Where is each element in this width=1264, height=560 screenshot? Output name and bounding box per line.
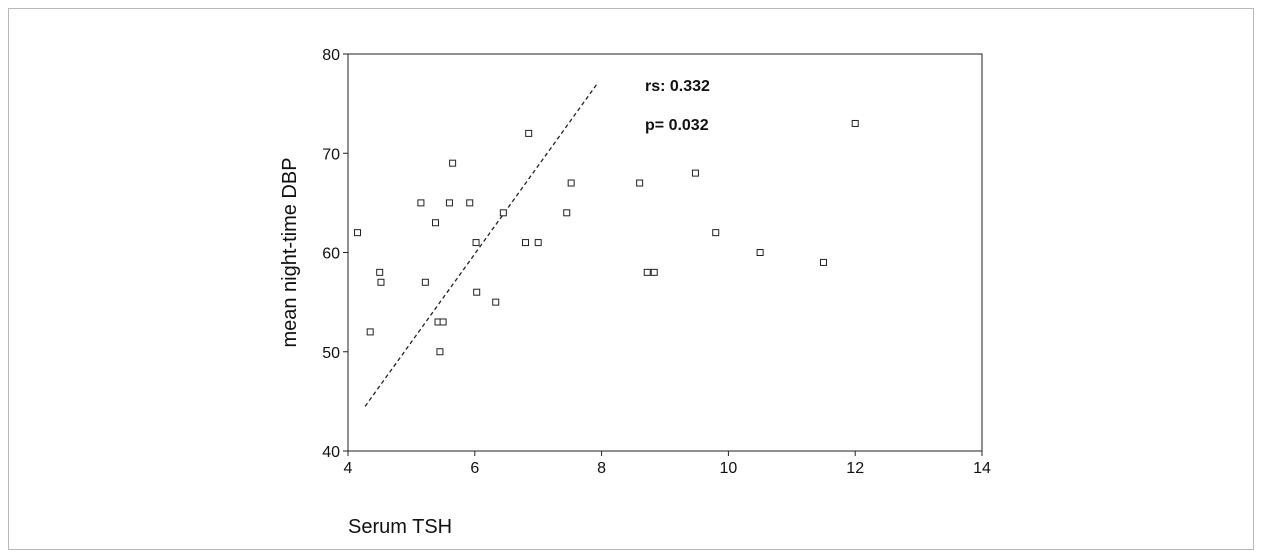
data-point [851,119,859,127]
y-axis: 40 50 60 70 80 [322,47,348,461]
data-point [421,278,429,286]
data-point [417,199,425,207]
data-point [522,239,530,247]
data-point [499,209,507,217]
y-tick-label: 80 [322,47,340,64]
x-tick-label: 6 [470,460,479,477]
y-axis-title: mean night-time DBP [279,157,301,347]
data-point [820,258,827,266]
p-annotation: p= 0.032 [645,117,709,134]
data-point [525,129,533,137]
y-tick-label: 60 [322,246,340,263]
data-point [650,268,658,276]
plot-area [347,53,983,452]
x-tick-label: 10 [720,460,738,477]
x-tick-label: 4 [344,460,353,477]
data-point [472,239,480,247]
x-tick-label: 8 [597,460,606,477]
data-point [376,268,384,276]
x-tick-label: 14 [973,460,991,477]
y-tick-label: 50 [322,345,340,362]
data-point [712,229,720,237]
x-axis: 4 6 8 10 12 14 [344,451,991,477]
rs-annotation: rs: 0.332 [645,78,710,95]
data-point [431,219,439,227]
data-point [492,298,500,306]
x-tick-label: 12 [846,460,864,477]
y-tick-label: 70 [322,146,340,163]
data-point [445,199,453,207]
data-point [354,229,362,237]
data-points [354,119,859,356]
data-point [466,199,474,207]
data-point [567,179,575,187]
regression-line [364,83,598,407]
data-point [756,249,764,256]
data-point [449,159,457,167]
data-point [636,179,644,187]
data-point [439,318,447,326]
data-point [643,268,651,276]
y-tick-label: 40 [322,444,340,461]
data-point [534,239,542,247]
data-point [366,328,374,336]
data-point [473,288,481,296]
data-point [691,169,699,177]
data-point [436,348,444,356]
x-axis-title: Serum TSH [348,516,452,538]
data-point [563,209,571,217]
data-point [377,278,385,286]
